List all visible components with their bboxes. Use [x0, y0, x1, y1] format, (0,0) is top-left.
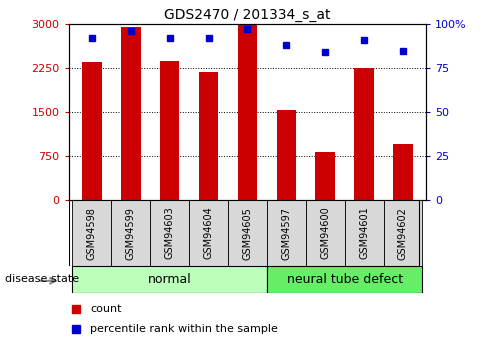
Text: count: count: [90, 304, 122, 314]
Text: GSM94603: GSM94603: [165, 207, 175, 259]
Bar: [306, 200, 344, 266]
Bar: [199, 72, 218, 200]
Bar: [189, 200, 228, 266]
Text: normal: normal: [148, 273, 192, 286]
Text: GSM94599: GSM94599: [126, 207, 136, 259]
Bar: [121, 27, 141, 200]
Text: GSM94597: GSM94597: [281, 207, 292, 260]
Text: GSM94598: GSM94598: [87, 207, 97, 259]
Bar: [344, 200, 384, 266]
Bar: [354, 68, 374, 200]
Bar: [393, 144, 413, 200]
Bar: [238, 24, 257, 200]
Bar: [73, 266, 267, 293]
Text: disease state: disease state: [5, 275, 79, 284]
Bar: [228, 200, 267, 266]
Bar: [150, 200, 189, 266]
Text: GSM94602: GSM94602: [398, 207, 408, 259]
Title: GDS2470 / 201334_s_at: GDS2470 / 201334_s_at: [164, 8, 331, 22]
Text: GSM94605: GSM94605: [243, 207, 252, 259]
Bar: [82, 62, 101, 200]
Bar: [267, 200, 306, 266]
Text: GSM94600: GSM94600: [320, 207, 330, 259]
Bar: [267, 266, 422, 293]
Text: neural tube defect: neural tube defect: [287, 273, 403, 286]
Text: GSM94604: GSM94604: [203, 207, 214, 259]
Bar: [111, 200, 150, 266]
Bar: [160, 60, 179, 200]
Text: GSM94601: GSM94601: [359, 207, 369, 259]
Bar: [73, 200, 111, 266]
Bar: [316, 152, 335, 200]
Bar: [277, 110, 296, 200]
Bar: [384, 200, 422, 266]
Text: percentile rank within the sample: percentile rank within the sample: [90, 324, 278, 334]
